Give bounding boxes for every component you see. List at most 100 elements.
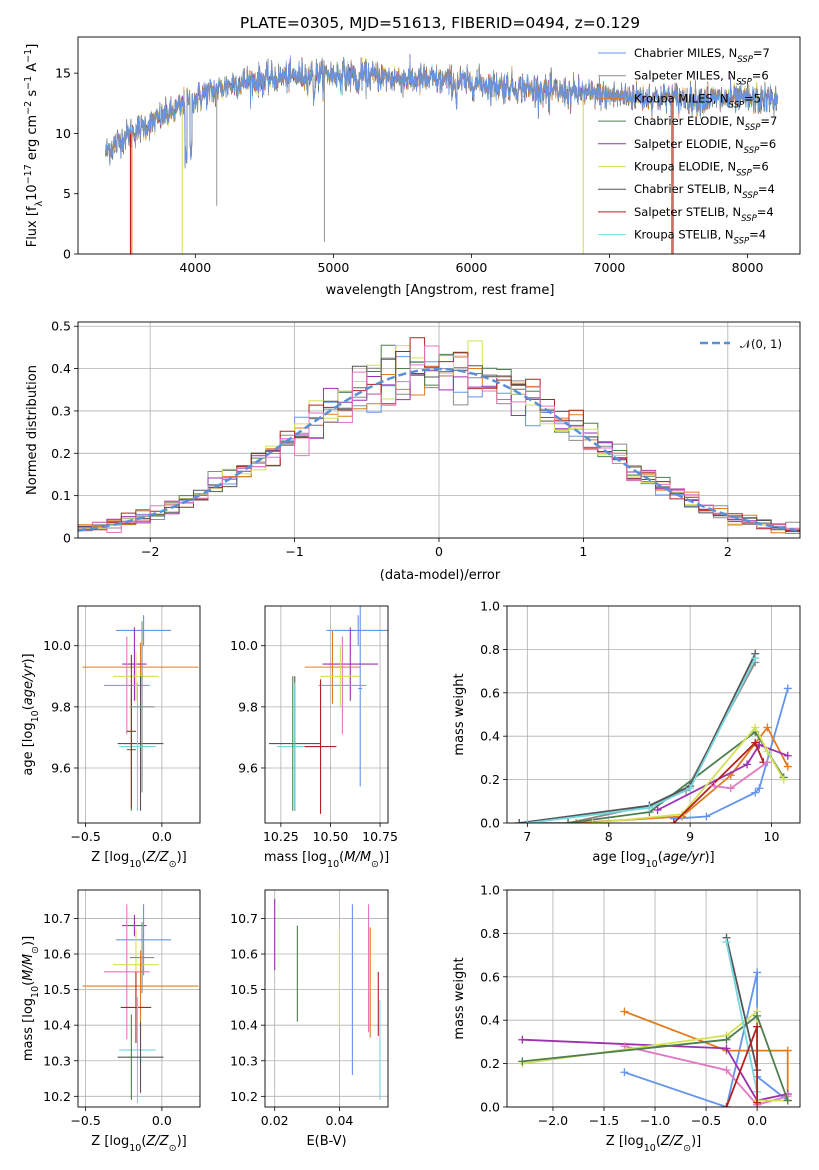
panel-age_vs_Z: −0.5 0.0 9.6 9.8 10.0 Z [log10(Z/Z⊙)] age [log… bbox=[21, 605, 201, 870]
gaussian-curve bbox=[78, 367, 798, 532]
legend-entry: Salpeter MILES, NSSP=6 bbox=[634, 69, 769, 88]
errorbar-point bbox=[122, 627, 147, 701]
y-tick-label: 0.2 bbox=[51, 446, 71, 461]
weight-marker bbox=[763, 723, 772, 732]
panel-weight_vs_age: 7 8 9 10 0.0 0.2 0.4 0.6 0.8 1.0 age [log10(age/yr… bbox=[452, 599, 801, 870]
legend-entry: Kroupa STELIB, NSSP=4 bbox=[634, 228, 766, 247]
axes-frame bbox=[506, 889, 801, 1108]
spectrum-legend: Chabrier MILES, NSSP=7 Salpeter MILES, NS… bbox=[598, 46, 777, 247]
y-tick-label: 10.7 bbox=[230, 911, 258, 926]
y-tick-label: 10.5 bbox=[230, 982, 258, 997]
weight-marker bbox=[515, 819, 524, 823]
x-tick-label: −0.5 bbox=[70, 1113, 100, 1128]
errorbar-point bbox=[119, 682, 156, 811]
y-tick-label: 0.2 bbox=[480, 772, 500, 787]
weight-marker bbox=[523, 819, 532, 823]
x-tick-label: 10.75 bbox=[362, 829, 398, 844]
y-tick-label: 0.4 bbox=[480, 1013, 500, 1028]
legend-entry: Kroupa ELODIE, NSSP=6 bbox=[634, 160, 769, 179]
y-tick-label: 0.0 bbox=[480, 816, 500, 831]
y-tick-label: 0.8 bbox=[480, 642, 500, 657]
y-axis-label: age [log10(age/yr)] bbox=[21, 653, 41, 775]
weight-marker bbox=[763, 758, 772, 767]
weight-series bbox=[523, 654, 760, 823]
y-tick-label: 9.6 bbox=[51, 760, 71, 775]
errorbar-point bbox=[304, 679, 337, 814]
y-tick-label: 10.3 bbox=[43, 1053, 71, 1068]
histogram-series bbox=[78, 370, 800, 532]
weight-marker bbox=[753, 1011, 762, 1020]
weight-marker bbox=[783, 751, 792, 760]
y-axis-label: Flux [fλ10−17 erg cm−2 s−1 A−1] bbox=[23, 44, 45, 248]
y-tick-label: 1.0 bbox=[480, 599, 500, 614]
y-tick-label: 0.5 bbox=[51, 319, 71, 334]
errorbar-point bbox=[116, 615, 172, 646]
legend-entry: Chabrier STELIB, NSSP=4 bbox=[634, 182, 775, 201]
plot-area bbox=[274, 898, 381, 1100]
panel-age_vs_mass: 10.25 10.50 10.75 9.6 9.8 10.0 mass [log10(M/M… bbox=[230, 605, 398, 870]
x-tick-label: 1 bbox=[579, 544, 587, 559]
axes-frame bbox=[77, 321, 801, 539]
weight-marker bbox=[783, 1046, 792, 1055]
legend-entry: 𝒩(0, 1) bbox=[740, 337, 782, 351]
x-tick-label: 0.0 bbox=[152, 1113, 172, 1128]
y-tick-label: 10.2 bbox=[43, 1089, 71, 1104]
errorbar-point bbox=[117, 676, 164, 811]
errorbar-point bbox=[290, 676, 295, 811]
y-tick-label: 0.4 bbox=[51, 361, 71, 376]
weight-marker bbox=[751, 654, 760, 663]
y-tick-label: 10.0 bbox=[43, 638, 71, 653]
errorbar-point bbox=[126, 654, 136, 808]
weight-marker bbox=[686, 784, 695, 793]
panel-residuals: −2 −1 0 1 2 0 0.1 0.2 0.3 0.4 0.5 𝒩(0, 1) (data-mode… bbox=[25, 319, 801, 583]
x-tick-label: −1 bbox=[285, 544, 303, 559]
plot-area bbox=[515, 649, 792, 823]
errorbar-point bbox=[82, 950, 199, 1022]
axes-frame bbox=[77, 605, 201, 824]
weight-marker bbox=[726, 784, 735, 793]
axes-frame bbox=[77, 36, 801, 255]
y-tick-label: 0.1 bbox=[51, 488, 71, 503]
weight-marker bbox=[702, 812, 711, 821]
errorbar-point bbox=[113, 651, 159, 701]
errorbar-point bbox=[304, 630, 361, 704]
plot-area bbox=[78, 337, 800, 534]
y-tick-label: 1.0 bbox=[480, 883, 500, 898]
weight-marker bbox=[783, 684, 792, 693]
x-tick-label: −2 bbox=[141, 544, 159, 559]
errorbar-point bbox=[320, 645, 361, 707]
plot-area bbox=[82, 615, 199, 811]
plot-area bbox=[268, 606, 388, 814]
errorbar-point bbox=[116, 904, 172, 976]
x-tick-label: 9 bbox=[686, 829, 694, 844]
weight-marker bbox=[518, 1035, 527, 1044]
x-axis-label: Z [log10(Z/Z⊙)] bbox=[606, 1134, 701, 1154]
axes-frame bbox=[77, 889, 201, 1108]
y-tick-label: 10.4 bbox=[43, 1018, 71, 1033]
x-tick-label: 0.02 bbox=[261, 1113, 289, 1128]
weight-marker bbox=[653, 805, 662, 814]
x-axis-label: Z [log10(Z/Z⊙)] bbox=[91, 850, 186, 870]
x-tick-label: 8 bbox=[605, 829, 613, 844]
errorbar-point bbox=[318, 636, 367, 735]
errorbar-point bbox=[128, 1014, 135, 1100]
panel-spectrum: 4000 5000 6000 7000 8000 0 5 10 15 Chabrier MILES… bbox=[23, 36, 801, 298]
weight-marker bbox=[564, 819, 573, 823]
errorbar-point bbox=[120, 971, 152, 1043]
weight-marker bbox=[518, 1057, 527, 1066]
weight-marker bbox=[751, 788, 760, 797]
weight-marker bbox=[722, 1066, 731, 1075]
weight-marker bbox=[710, 782, 719, 791]
weight-marker bbox=[751, 723, 760, 732]
x-tick-label: −0.5 bbox=[691, 1113, 721, 1128]
x-axis-label: mass [log10(M/M⊙)] bbox=[264, 850, 389, 870]
weight-marker bbox=[763, 747, 772, 756]
y-axis-label: Normed distribution bbox=[25, 365, 40, 495]
legend-entry: Salpeter STELIB, NSSP=4 bbox=[634, 205, 774, 224]
figure-title: PLATE=0305, MJD=51613, FIBERID=0494, z=0… bbox=[240, 14, 640, 32]
x-axis-label: E(B-V) bbox=[306, 1134, 346, 1149]
x-tick-label: 10.25 bbox=[263, 829, 299, 844]
plot-area bbox=[82, 904, 199, 1104]
weight-marker bbox=[572, 819, 581, 823]
